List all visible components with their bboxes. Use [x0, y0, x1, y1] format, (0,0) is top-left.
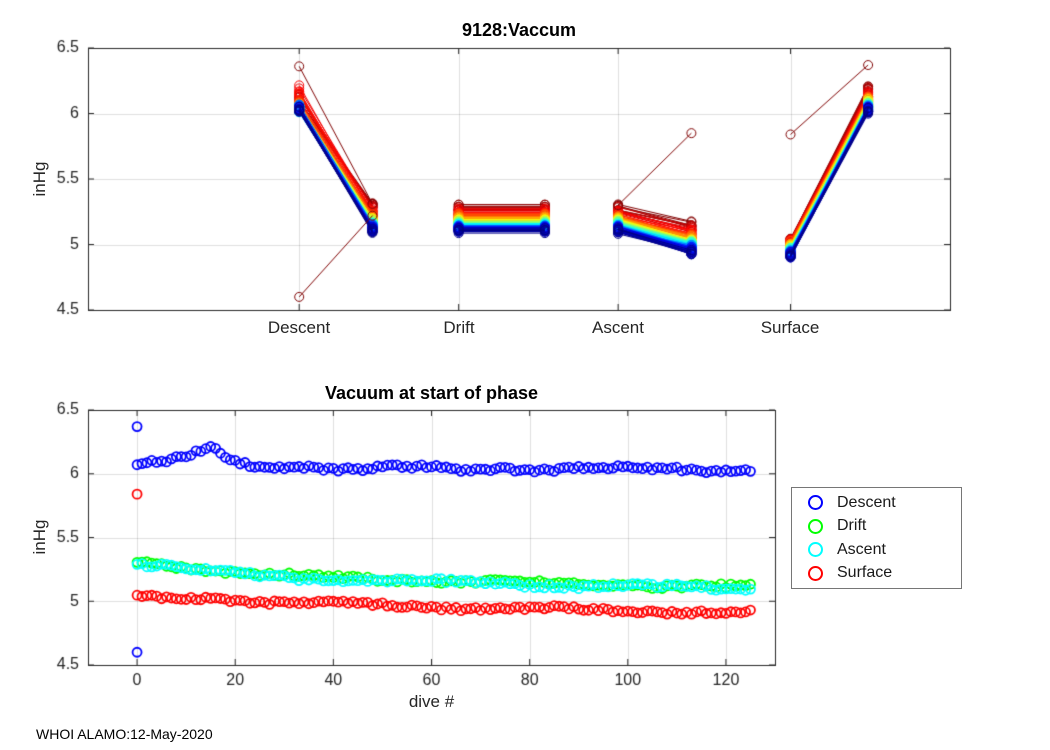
- top-xtick-descent: Descent: [267, 318, 331, 337]
- top-xtick-surface: Surface: [760, 318, 820, 337]
- legend: Descent Drift Ascent Surface: [791, 487, 962, 589]
- legend-item-drift: Drift: [808, 517, 961, 535]
- top-chart-ylabel: inHg: [30, 161, 49, 197]
- top-xtick-ascent: Ascent: [592, 318, 644, 337]
- legend-label-ascent: Ascent: [837, 540, 886, 558]
- legend-label-drift: Drift: [837, 517, 867, 535]
- legend-item-descent: Descent: [808, 494, 961, 512]
- figure-footer: WHOI ALAMO:12-May-2020: [36, 726, 213, 742]
- legend-marker-1: [808, 518, 823, 534]
- bottom-chart-title: Vacuum at start of phase: [324, 383, 539, 403]
- top-chart-title: 9128:Vaccum: [461, 20, 577, 40]
- legend-label-surface: Surface: [837, 564, 893, 582]
- legend-label-descent: Descent: [837, 493, 896, 511]
- bottom-chart-ylabel: inHg: [30, 519, 49, 555]
- bottom-chart-xlabel: dive #: [408, 692, 455, 711]
- legend-item-ascent: Ascent: [808, 541, 961, 559]
- legend-marker-2: [808, 542, 823, 558]
- legend-marker-3: [808, 565, 823, 581]
- legend-item-surface: Surface: [808, 564, 961, 582]
- top-xtick-drift: Drift: [443, 318, 475, 337]
- legend-marker-0: [808, 495, 823, 511]
